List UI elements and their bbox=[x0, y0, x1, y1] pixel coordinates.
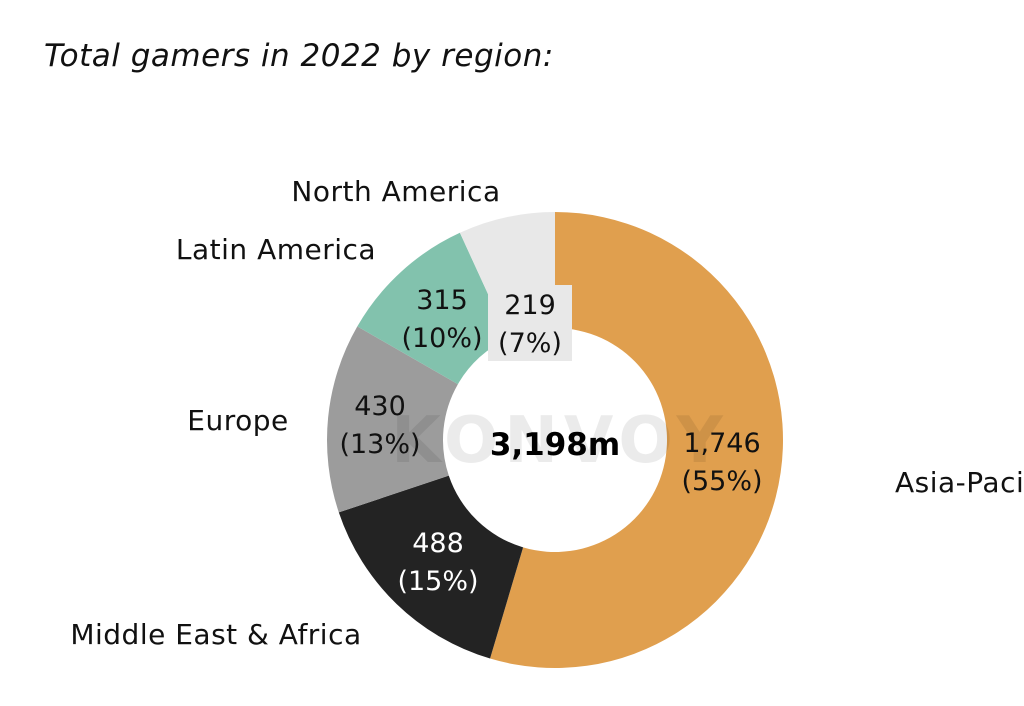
data-label-percent: (15%) bbox=[397, 566, 478, 597]
legend-label-asia-pacific: Asia-Pacific bbox=[895, 466, 1024, 499]
chart-title: Total gamers in 2022 by region: bbox=[44, 38, 554, 74]
data-label-value: 219 bbox=[504, 290, 556, 321]
data-label-value: 1,746 bbox=[683, 428, 760, 459]
legend-label-middle-east-africa: Middle East & Africa bbox=[70, 618, 361, 651]
data-label-value: 430 bbox=[354, 391, 406, 422]
watermark-logo: KONVOY bbox=[391, 404, 729, 478]
data-label-percent: (13%) bbox=[339, 429, 420, 460]
legend-label-north-america: North America bbox=[291, 175, 500, 208]
label-background bbox=[488, 285, 572, 361]
slice-europe bbox=[327, 326, 458, 513]
data-label-value: 315 bbox=[416, 285, 468, 316]
center-total-label: 3,198m bbox=[490, 427, 620, 463]
slice-middle-east-africa bbox=[338, 475, 524, 659]
legend-label-europe: Europe bbox=[187, 404, 288, 437]
data-label-percent: (7%) bbox=[498, 328, 562, 359]
data-label-percent: (55%) bbox=[681, 466, 762, 497]
data-label-percent: (10%) bbox=[401, 323, 482, 354]
legend-label-latin-america: Latin America bbox=[176, 233, 376, 266]
slice-latin-america bbox=[357, 232, 509, 385]
data-label-value: 488 bbox=[412, 528, 464, 559]
